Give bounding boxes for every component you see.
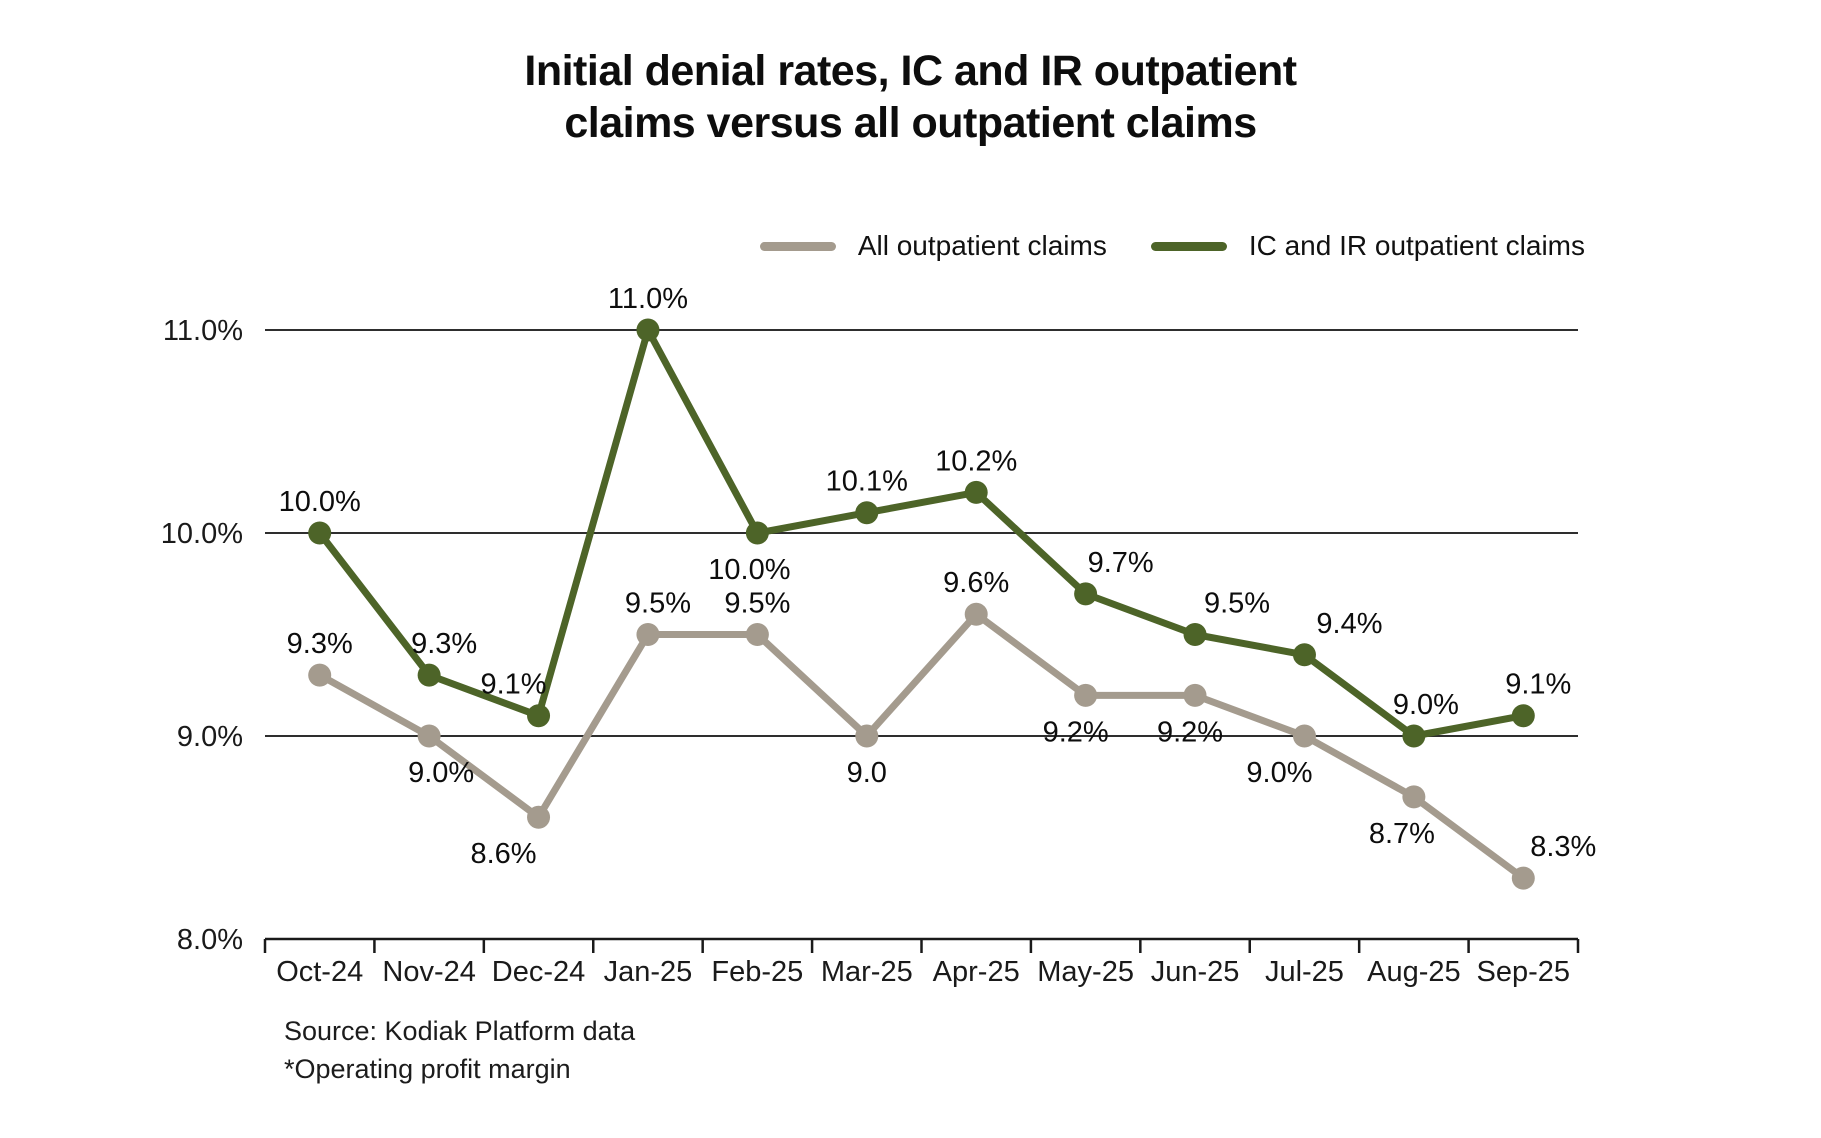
data-point-all-outpatient-claims bbox=[1074, 683, 1098, 707]
data-point-label-ic-and-ir-outpatient-claims: 11.0% bbox=[608, 283, 688, 315]
data-point-label-ic-and-ir-outpatient-claims: 10.0% bbox=[279, 486, 361, 518]
x-axis-month-label: Jan-25 bbox=[604, 956, 693, 988]
data-point-all-outpatient-claims bbox=[636, 623, 660, 646]
legend-swatch-ic-ir-outpatient-claims bbox=[1150, 241, 1227, 251]
legend-label-all-outpatient-claims: All outpatient claims bbox=[857, 230, 1107, 261]
x-axis-month-label: Apr-25 bbox=[933, 956, 1020, 988]
data-point-ic-and-ir-outpatient-claims bbox=[527, 704, 551, 728]
x-axis-month-label: May-25 bbox=[1037, 956, 1134, 988]
legend-label-ic-ir-outpatient-claims: IC and IR outpatient claims bbox=[1248, 230, 1585, 261]
x-axis-month-label: Nov-24 bbox=[382, 956, 476, 988]
data-point-label-ic-and-ir-outpatient-claims: 10.1% bbox=[826, 466, 908, 498]
data-point-label-ic-and-ir-outpatient-claims: 9.7% bbox=[1088, 547, 1154, 579]
series-line-ic-and-ir-outpatient-claims bbox=[316, 326, 1527, 740]
legend-swatch-all-outpatient-claims bbox=[759, 241, 836, 251]
data-point-label-all-outpatient-claims: 9.0% bbox=[1246, 757, 1312, 789]
data-point-label-all-outpatient-claims: 9.2% bbox=[1043, 716, 1109, 748]
data-point-label-ic-and-ir-outpatient-claims: 10.0% bbox=[708, 554, 790, 586]
data-point-ic-and-ir-outpatient-claims bbox=[1402, 724, 1426, 748]
data-point-all-outpatient-claims bbox=[855, 724, 879, 748]
data-point-ic-and-ir-outpatient-claims bbox=[636, 318, 660, 342]
chart-title: Initial denial rates, IC and IR outpatie… bbox=[0, 46, 1821, 149]
series-line-all-outpatient-claims bbox=[316, 610, 1527, 882]
data-point-ic-and-ir-outpatient-claims bbox=[417, 663, 441, 687]
source-line: Source: Kodiak Platform data bbox=[284, 1016, 636, 1046]
x-axis-month-label: Dec-24 bbox=[492, 956, 586, 988]
legend-item-ic-ir-outpatient-claims: IC and IR outpatient claims bbox=[1150, 230, 1585, 262]
data-point-all-outpatient-claims bbox=[1183, 683, 1207, 707]
data-point-label-ic-and-ir-outpatient-claims: 9.0% bbox=[1393, 689, 1459, 721]
chart-title-line-2: claims versus all outpatient claims bbox=[564, 98, 1257, 147]
data-point-ic-and-ir-outpatient-claims bbox=[1074, 582, 1098, 606]
data-point-label-all-outpatient-claims: 9.3% bbox=[287, 628, 353, 660]
y-axis-tick-label: 11.0% bbox=[163, 315, 243, 347]
legend-item-all-outpatient-claims: All outpatient claims bbox=[759, 230, 1107, 262]
data-point-label-ic-and-ir-outpatient-claims: 9.1% bbox=[480, 669, 546, 701]
data-point-label-all-outpatient-claims: 8.7% bbox=[1369, 818, 1435, 850]
x-axis-month-label: Jun-25 bbox=[1151, 956, 1240, 988]
data-point-label-ic-and-ir-outpatient-claims: 10.2% bbox=[935, 445, 1017, 477]
x-axis-month-label: Aug-25 bbox=[1367, 956, 1461, 988]
data-point-label-ic-and-ir-outpatient-claims: 9.4% bbox=[1316, 608, 1382, 640]
data-point-all-outpatient-claims bbox=[1292, 724, 1316, 748]
x-axis-month-label: Oct-24 bbox=[276, 956, 363, 988]
data-point-label-all-outpatient-claims: 9.5% bbox=[724, 588, 790, 620]
data-point-all-outpatient-claims bbox=[1511, 866, 1535, 890]
data-point-all-outpatient-claims bbox=[964, 602, 988, 626]
data-point-all-outpatient-claims bbox=[527, 805, 551, 829]
data-point-ic-and-ir-outpatient-claims bbox=[1511, 704, 1535, 728]
y-axis-tick-label: 8.0% bbox=[177, 924, 243, 956]
data-point-label-all-outpatient-claims: 8.6% bbox=[470, 838, 536, 870]
data-point-ic-and-ir-outpatient-claims bbox=[308, 521, 332, 545]
footnote-line: *Operating profit margin bbox=[284, 1054, 571, 1085]
chart-title-line-1: Initial denial rates, IC and IR outpatie… bbox=[524, 47, 1297, 95]
data-point-label-all-outpatient-claims: 9.0 bbox=[847, 757, 887, 789]
data-point-ic-and-ir-outpatient-claims bbox=[745, 521, 769, 545]
data-point-all-outpatient-claims bbox=[308, 663, 332, 687]
data-point-all-outpatient-claims bbox=[1402, 785, 1426, 809]
data-point-ic-and-ir-outpatient-claims bbox=[1183, 623, 1207, 646]
data-point-ic-and-ir-outpatient-claims bbox=[1292, 643, 1316, 667]
data-point-label-ic-and-ir-outpatient-claims: 9.3% bbox=[411, 628, 477, 660]
data-point-ic-and-ir-outpatient-claims bbox=[855, 501, 879, 525]
data-point-all-outpatient-claims bbox=[417, 724, 441, 748]
data-point-label-all-outpatient-claims: 9.5% bbox=[625, 588, 691, 620]
data-point-label-all-outpatient-claims: 9.0% bbox=[408, 757, 474, 789]
legend: All outpatient claims IC and IR outpatie… bbox=[759, 230, 1585, 262]
x-axis-month-label: Feb-25 bbox=[711, 956, 803, 988]
x-axis-month-label: Sep-25 bbox=[1477, 956, 1571, 988]
x-axis-month-label: Mar-25 bbox=[821, 956, 913, 988]
data-point-label-ic-and-ir-outpatient-claims: 9.5% bbox=[1204, 588, 1270, 620]
x-axis-month-label: Jul-25 bbox=[1265, 956, 1344, 988]
data-point-ic-and-ir-outpatient-claims bbox=[964, 480, 988, 504]
data-point-label-all-outpatient-claims: 8.3% bbox=[1530, 831, 1596, 863]
y-axis-tick-label: 9.0% bbox=[177, 721, 243, 753]
data-point-label-ic-and-ir-outpatient-claims: 9.1% bbox=[1505, 669, 1571, 701]
data-point-all-outpatient-claims bbox=[745, 623, 769, 646]
data-point-label-all-outpatient-claims: 9.2% bbox=[1157, 716, 1223, 748]
data-point-label-all-outpatient-claims: 9.6% bbox=[943, 567, 1009, 599]
source-note: Source: Kodiak Platform data *Operating … bbox=[284, 1012, 635, 1089]
y-axis-tick-label: 10.0% bbox=[161, 518, 243, 550]
